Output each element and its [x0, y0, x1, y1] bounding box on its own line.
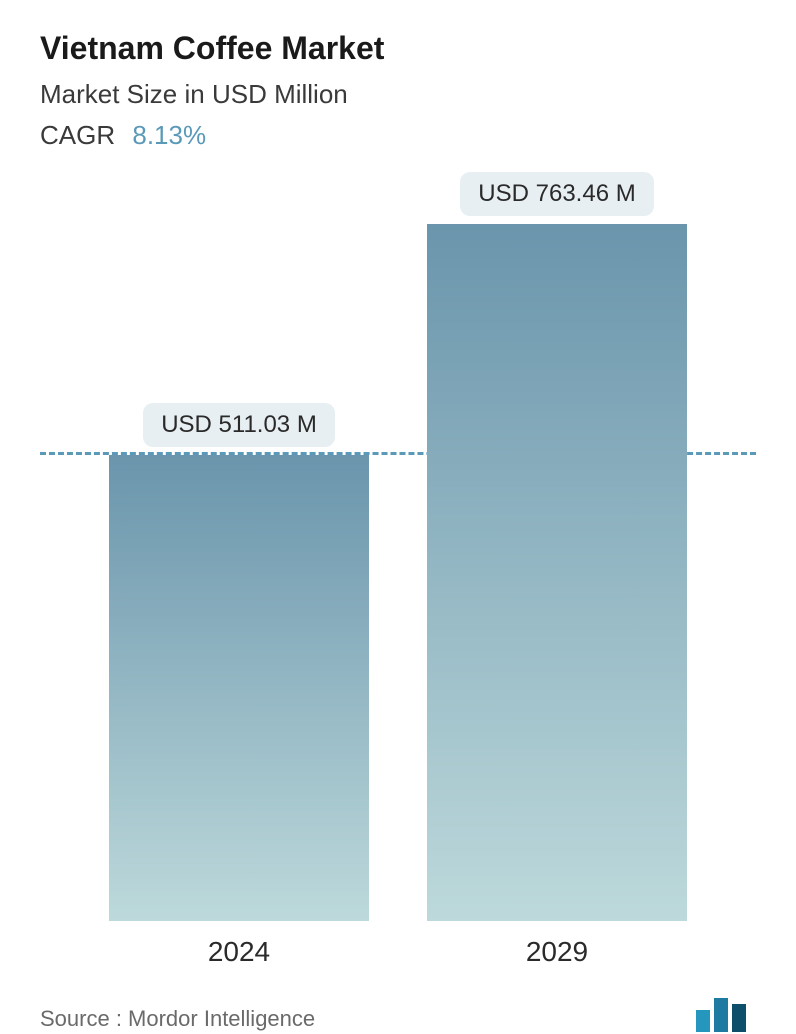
source-text: Source : Mordor Intelligence — [40, 1006, 315, 1032]
bar-group: USD 763.46 M — [427, 172, 687, 921]
cagr-label: CAGR — [40, 120, 115, 150]
bar-group: USD 511.03 M — [109, 403, 369, 921]
chart-plot-area: USD 511.03 MUSD 763.46 M — [40, 191, 756, 921]
chart-container: Vietnam Coffee Market Market Size in USD… — [0, 0, 796, 1034]
cagr-row: CAGR 8.13% — [40, 120, 756, 151]
bars-group: USD 511.03 MUSD 763.46 M — [40, 191, 756, 921]
x-axis-label: 2029 — [427, 936, 687, 968]
logo-bar-icon — [732, 1004, 746, 1032]
x-axis-label: 2024 — [109, 936, 369, 968]
chart-title: Vietnam Coffee Market — [40, 30, 756, 67]
mordor-logo-icon — [696, 998, 746, 1032]
bar — [427, 224, 687, 921]
bar — [109, 455, 369, 921]
value-badge: USD 763.46 M — [460, 172, 653, 216]
value-badge: USD 511.03 M — [143, 403, 335, 447]
cagr-value: 8.13% — [132, 120, 206, 150]
chart-subtitle: Market Size in USD Million — [40, 79, 756, 110]
chart-footer: Source : Mordor Intelligence — [40, 998, 756, 1032]
x-axis-labels: 2024 2029 — [40, 936, 756, 968]
logo-bar-icon — [714, 998, 728, 1032]
logo-bar-icon — [696, 1010, 710, 1032]
